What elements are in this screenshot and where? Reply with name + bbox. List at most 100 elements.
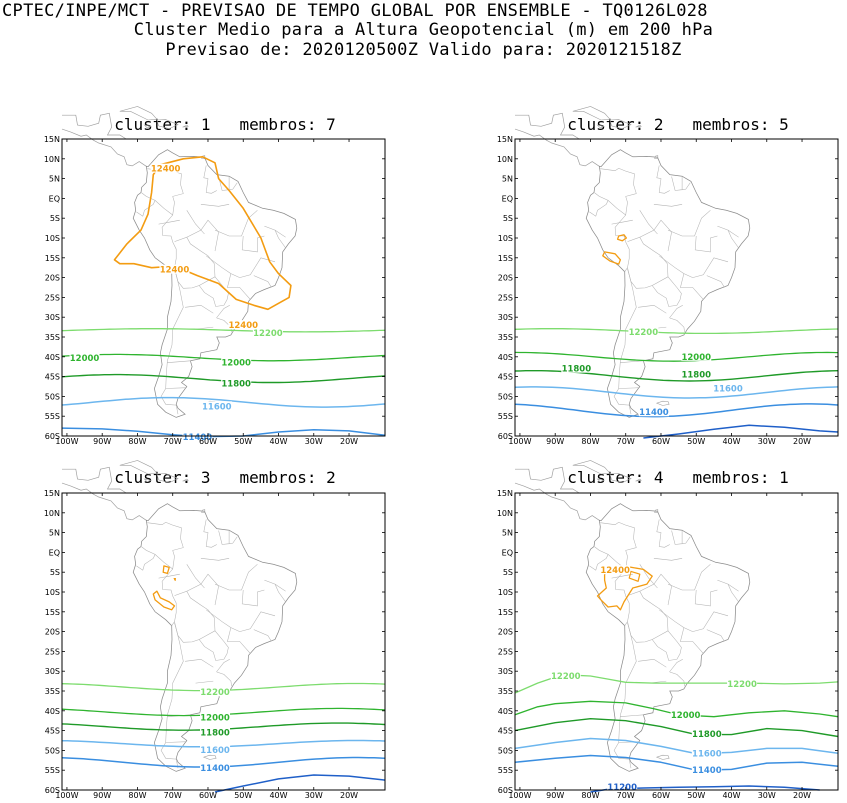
contour-11600 <box>61 396 385 408</box>
lon-label: 90W <box>93 791 111 800</box>
lon-label: 60W <box>652 437 670 446</box>
country-border <box>651 630 682 661</box>
lon-label: 60W <box>199 791 217 800</box>
country-border <box>229 182 238 190</box>
contour-label: 12400 <box>228 321 258 331</box>
island <box>119 460 158 475</box>
lat-label: 15S <box>498 254 513 263</box>
country-border <box>227 627 251 654</box>
country-border <box>627 590 669 643</box>
cluster-3-map: 12200 12000 11800 11600 11400 15N 10N 5N EQ 5S 10S… <box>44 460 386 800</box>
lat-label: 5S <box>50 568 60 577</box>
country-border <box>264 579 286 592</box>
contour-label: 11600 <box>202 402 232 412</box>
country-border <box>638 659 667 668</box>
south-america-coastline <box>585 503 751 772</box>
lon-label: 60W <box>199 437 217 446</box>
contour-label-bg <box>638 407 669 417</box>
contour-12400 <box>628 570 641 582</box>
contour-label-bg <box>712 383 743 393</box>
lon-label: 30W <box>305 437 323 446</box>
lon-label: 60W <box>652 791 670 800</box>
contour-11400 <box>61 427 386 438</box>
contour-label-bg <box>221 357 252 367</box>
country-border <box>185 305 214 314</box>
central-america-coast <box>514 482 600 521</box>
lon-label: 20W <box>793 437 811 446</box>
lat-label: 10S <box>498 588 513 597</box>
contour-label-bg <box>691 728 722 738</box>
lon-label: 20W <box>340 437 358 446</box>
cluster-2-map: 12200120001180011800116001140015N10N5NEQ… <box>497 106 839 446</box>
contour-label: 11400 <box>200 764 230 774</box>
central-america-coast <box>61 482 147 521</box>
lat-label: 55S <box>45 766 60 775</box>
country-border <box>264 225 286 238</box>
mexico-coast <box>515 112 580 140</box>
lat-label: 20S <box>498 274 513 283</box>
country-border <box>706 629 725 642</box>
country-border <box>253 629 272 642</box>
island <box>202 754 217 760</box>
lat-label: 60S <box>498 786 513 795</box>
basemap <box>61 460 298 772</box>
country-border <box>620 714 644 717</box>
lon-label: 70W <box>164 791 182 800</box>
country-border <box>216 305 230 319</box>
lat-label: 35S <box>45 687 60 696</box>
lon-label: 70W <box>617 791 635 800</box>
lon-label: 50W <box>687 437 705 446</box>
country-border <box>659 255 729 278</box>
contour-label-bg <box>159 264 190 274</box>
header-line-3: Previsao de: 2020120500Z Valido para: 20… <box>165 40 682 60</box>
contour-11400 <box>514 754 839 771</box>
contour-12400 <box>596 565 653 611</box>
island <box>609 473 632 484</box>
contour-label: 12000 <box>671 711 701 721</box>
contour-label: 12200 <box>253 329 283 339</box>
island <box>596 478 605 483</box>
country-border <box>653 558 683 561</box>
country-border <box>639 573 672 606</box>
contour-label-bg <box>681 351 712 361</box>
contour-label: 11400 <box>639 408 669 418</box>
lat-label: 10N <box>44 155 60 164</box>
contour-12200 <box>61 328 385 333</box>
header-line-2: Cluster Medio para a Altura Geopotencial… <box>133 20 714 40</box>
country-border <box>669 317 685 333</box>
south-america-coastline <box>132 149 298 418</box>
lat-label: 15S <box>498 608 513 617</box>
frame <box>514 138 839 437</box>
lon-label: 100W <box>508 437 531 446</box>
country-border <box>200 204 230 207</box>
lat-label: 20S <box>498 628 513 637</box>
contour-12400 <box>602 251 622 265</box>
country-border <box>639 564 658 589</box>
contour-label: 11400 <box>183 433 213 443</box>
island <box>655 754 670 760</box>
lat-label: EQ <box>49 194 60 203</box>
lat-label: 10N <box>497 509 513 518</box>
country-border <box>589 554 609 571</box>
contour-label: 12200 <box>200 688 230 698</box>
lat-label: 25S <box>45 293 60 302</box>
country-border <box>638 305 667 314</box>
country-border <box>218 530 230 545</box>
country-border <box>614 568 630 626</box>
lat-label: 35S <box>45 333 60 342</box>
basemap <box>514 460 751 772</box>
island <box>143 478 152 483</box>
country-border <box>589 200 609 217</box>
country-border <box>218 176 230 191</box>
contour-label-bg <box>252 328 283 338</box>
island <box>635 124 642 128</box>
lat-label: 10S <box>45 234 60 243</box>
country-border <box>241 589 265 607</box>
lon-label: 80W <box>128 791 146 800</box>
country-border <box>671 530 683 545</box>
country-border <box>639 219 672 252</box>
country-border <box>203 165 217 194</box>
lat-label: 55S <box>498 766 513 775</box>
lat-label: 10S <box>498 234 513 243</box>
